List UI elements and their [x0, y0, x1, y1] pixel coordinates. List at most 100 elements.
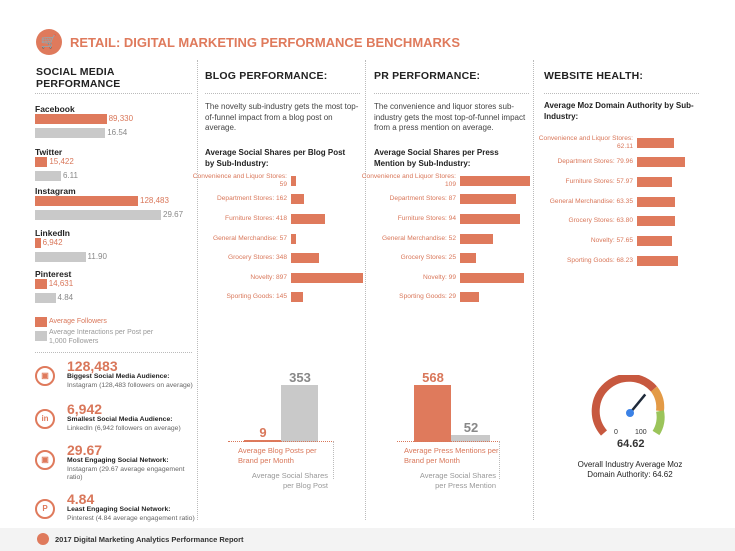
bar	[460, 176, 530, 186]
bar	[637, 236, 672, 246]
footer	[0, 528, 735, 551]
network-label: Facebook	[35, 104, 75, 114]
bar-label: Convenience and Liquor Stores: 59	[192, 173, 287, 188]
bar	[460, 273, 524, 283]
bar-label: General Merchandise: 63.35	[549, 198, 633, 205]
cart-icon: 🛒	[36, 29, 62, 55]
pr-mentions-value: 568	[422, 370, 444, 385]
gauge-value: 64.62	[617, 438, 645, 450]
followers-bar	[35, 279, 47, 289]
followers-bar	[35, 157, 48, 167]
interactions-value: 29.67	[163, 210, 184, 219]
blog-heading: BLOG PERFORMANCE:	[205, 70, 328, 82]
bar-label: Department Stores: 87	[389, 195, 456, 202]
gauge-caption: Overall Industry Average Moz Domain Auth…	[577, 460, 683, 479]
website-subtitle: Average Moz Domain Authority by Sub-Indu…	[544, 101, 694, 121]
bar	[460, 253, 477, 263]
followers-bar	[35, 114, 107, 124]
bar-label: Department Stores: 79.96	[557, 158, 633, 165]
stat-desc: Instagram (29.67 average engagement rati…	[67, 465, 185, 482]
pr-heading: PR PERFORMANCE:	[374, 70, 481, 82]
bar-label: Novelty: 57.65	[590, 237, 633, 244]
divider	[533, 60, 534, 520]
stat-title: Smallest Social Media Audience:	[67, 416, 173, 423]
followers-value: 128,483	[140, 196, 169, 205]
pr-subtitle: Average Social Shares per Press Mention …	[374, 148, 499, 168]
legend-followers: Average Followers	[49, 318, 107, 325]
stat-desc: Pinterest (4.84 average engagement ratio…	[67, 514, 195, 522]
interactions-bar	[35, 293, 56, 303]
pr-shares-caption: Average Social Shares per Press Mention	[419, 471, 496, 490]
bar	[637, 138, 675, 148]
bar-label: Convenience and Liquor Stores: 62.11	[538, 135, 633, 150]
bar	[460, 234, 494, 244]
network-label: Twitter	[35, 147, 63, 157]
bar	[291, 176, 296, 186]
blog-shares-value: 353	[289, 370, 311, 385]
bar	[637, 177, 672, 187]
blog-shares-bar	[281, 385, 318, 442]
stat-title: Biggest Social Media Audience:	[67, 373, 170, 380]
interactions-bar	[35, 128, 106, 138]
blog-posts-value: 9	[259, 425, 267, 440]
interactions-bar	[35, 252, 86, 262]
social-heading: SOCIAL MEDIA PERFORMANCE	[36, 66, 121, 90]
gauge-arc-red	[591, 375, 657, 436]
network-label: Instagram	[35, 186, 76, 196]
followers-bar	[35, 196, 138, 206]
bar-label: Grocery Stores: 348	[227, 254, 287, 261]
bar-label: General Merchandise: 57	[212, 235, 287, 242]
divider	[197, 60, 198, 520]
dotted-box	[228, 441, 334, 479]
bar-label: Convenience and Liquor Stores: 109	[361, 173, 456, 188]
bar-label: Sporting Goods: 145	[226, 293, 287, 300]
bar	[291, 214, 325, 224]
bar	[291, 234, 296, 244]
network-label: Pinterest	[35, 269, 72, 279]
bar	[291, 253, 319, 263]
blog-text: The novelty sub-industry gets the most t…	[205, 102, 359, 132]
stat-desc: Instagram (128,483 followers on average)	[67, 381, 193, 389]
pinterest-icon: P	[35, 499, 55, 519]
gauge-arc-green	[652, 410, 665, 436]
interactions-value: 4.84	[57, 293, 74, 302]
divider	[544, 93, 699, 94]
bar-label: Grocery Stores: 63.80	[568, 217, 633, 224]
divider	[205, 93, 360, 94]
interactions-value: 16.54	[107, 128, 128, 137]
website-heading: WEBSITE HEALTH:	[544, 70, 644, 82]
bar-label: Novelty: 897	[250, 274, 287, 281]
bar-label: Grocery Stores: 25	[400, 254, 456, 261]
bar-label: Sporting Goods: 68.23	[567, 257, 633, 264]
stat-number: 6,942	[67, 401, 103, 417]
linkedin-icon: in	[35, 409, 55, 429]
stat-number: 4.84	[67, 491, 95, 507]
bar	[637, 157, 685, 167]
blog-posts-caption: Average Blog Posts per Brand per Month	[238, 446, 317, 465]
bar	[460, 194, 516, 204]
bar	[291, 194, 304, 204]
divider	[35, 352, 192, 353]
bar-label: Furniture Stores: 57.97	[565, 178, 633, 185]
bar	[291, 273, 363, 283]
legend-followers-swatch	[35, 317, 47, 327]
page-title: RETAIL: DIGITAL MARKETING PERFORMANCE BE…	[70, 35, 460, 50]
stat-text: Least Engaging Social Network: Pinterest …	[67, 506, 195, 523]
gauge	[591, 375, 665, 436]
stat-title: Least Engaging Social Network:	[67, 506, 171, 513]
stat-desc: LinkedIn (6,942 followers on average)	[67, 424, 181, 432]
stat-text: Biggest Social Media Audience: Instagram …	[67, 373, 195, 390]
stat-number: 128,483	[67, 358, 118, 374]
network-label: LinkedIn	[35, 228, 70, 238]
followers-value: 89,330	[108, 114, 134, 123]
followers-value: 6,942	[42, 238, 63, 247]
stat-text: Most Engaging Social Network: Instagram (…	[67, 457, 195, 483]
interactions-bar	[35, 210, 161, 220]
gauge-arc-orange	[650, 386, 665, 412]
followers-bar	[35, 238, 41, 248]
bar	[291, 292, 303, 302]
bar	[460, 214, 521, 224]
bar-label: Furniture Stores: 94	[397, 215, 456, 222]
followers-value: 14,631	[48, 279, 74, 288]
interactions-bar	[35, 171, 61, 181]
